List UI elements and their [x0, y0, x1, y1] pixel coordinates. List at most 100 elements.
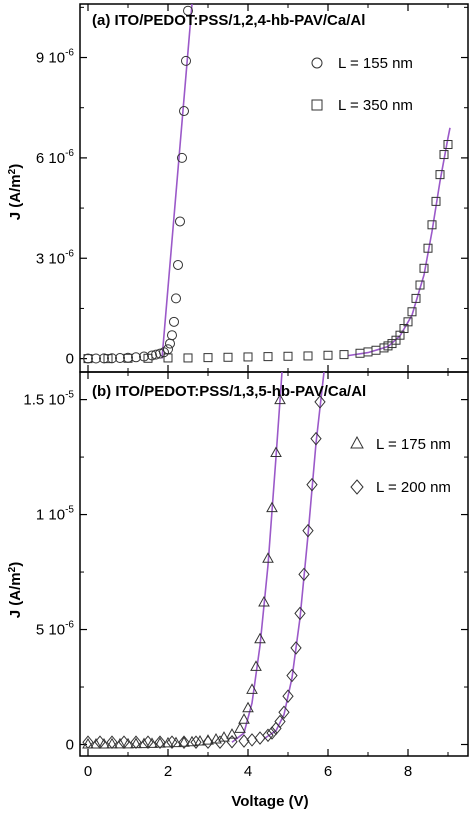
data-point-triangle [246, 683, 258, 694]
panel-b-data-points [82, 393, 326, 749]
data-point-square [303, 351, 313, 361]
data-point-diamond [154, 735, 166, 749]
x-axis-label: Voltage (V) [231, 793, 308, 810]
x-tick-label: 4 [244, 763, 252, 780]
panel-b-title: (b) ITO/PEDOT:PSS/1,3,5-hb-PAV/Ca/Al [92, 383, 366, 400]
data-point-circle [173, 259, 183, 270]
data-point-circle [181, 55, 191, 66]
x-tick-label: 0 [84, 763, 92, 780]
legend-marker-diamond [350, 479, 364, 495]
data-point-diamond [118, 735, 130, 749]
data-point-diamond [202, 735, 214, 749]
panel-b-legend: L = 175 nm L = 200 nm [350, 435, 451, 496]
fit-line [231, 372, 283, 743]
data-point-diamond [254, 731, 266, 745]
legend-label-350nm: L = 350 nm [338, 97, 413, 114]
data-point-triangle [154, 737, 166, 748]
data-point-diamond [106, 735, 118, 749]
legend-label-175nm: L = 175 nm [376, 436, 451, 453]
data-point-triangle [138, 737, 150, 749]
data-point-diamond [314, 395, 326, 409]
data-point-triangle [258, 595, 270, 607]
y-tick-label: 3 10-6 [36, 248, 75, 267]
data-point-square [415, 280, 425, 290]
data-point-square [431, 196, 441, 206]
data-point-diamond [274, 714, 286, 729]
data-point-square [407, 307, 417, 317]
data-point-diamond [298, 567, 310, 582]
x-tick-label: 2 [164, 763, 172, 780]
data-point-triangle [178, 736, 190, 747]
data-point-diamond [190, 735, 202, 749]
panel-b-fit-lines [231, 372, 325, 743]
data-point-square [435, 170, 445, 180]
panel-b-frame [79, 371, 469, 757]
data-point-triangle [262, 552, 274, 563]
data-point-triangle [266, 501, 278, 513]
data-point-square [83, 354, 93, 364]
data-point-diamond [226, 734, 238, 749]
data-point-diamond [178, 735, 190, 749]
fit-line [161, 4, 193, 359]
panel-a: 0 3 10-6 6 10-6 9 10-6 (a) ITO/PEDOT:PSS/1,… [7, 3, 469, 373]
legend-marker-triangle [350, 435, 364, 449]
panel-b-ticks: 0 5 10-6 1 10-5 1.5 10-5 0 2 4 6 8 [23, 372, 468, 780]
panel-a-fit-lines [161, 4, 451, 359]
panel-b: 0 5 10-6 1 10-5 1.5 10-5 0 2 4 6 8 (b) ITO/PEDOT… [7, 371, 469, 810]
data-point-diamond [94, 735, 106, 749]
data-point-diamond [142, 735, 154, 749]
data-point-diamond [266, 726, 278, 740]
data-point-circle [169, 316, 179, 327]
fit-line [347, 127, 451, 357]
data-point-square [411, 293, 421, 303]
y-tick-label: 6 10-6 [36, 148, 75, 167]
x-tick-label: 8 [404, 763, 412, 780]
x-tick-label: 6 [324, 763, 332, 780]
y-tick-label: 9 10-6 [36, 48, 75, 67]
data-point-square [443, 140, 453, 150]
legend-label-200nm: L = 200 nm [376, 479, 451, 496]
data-point-square [427, 220, 437, 230]
data-point-diamond [290, 641, 302, 655]
data-point-triangle [270, 446, 282, 457]
data-point-diamond [214, 735, 226, 749]
data-point-square [203, 353, 213, 363]
data-point-triangle [250, 660, 262, 671]
panel-a-data-points [83, 5, 453, 364]
legend-marker-circle [311, 57, 323, 69]
data-point-diamond [282, 689, 294, 703]
data-point-diamond [302, 523, 314, 538]
data-point-triangle [90, 738, 102, 749]
data-point-square [283, 351, 293, 361]
data-point-diamond [286, 668, 298, 683]
data-point-triangle [186, 735, 198, 747]
data-point-diamond [130, 735, 142, 749]
data-point-square [323, 350, 333, 360]
data-point-square [223, 352, 233, 362]
data-point-square [163, 353, 173, 363]
data-point-triangle [254, 632, 266, 644]
y-tick-label: 1 10-5 [36, 505, 75, 524]
data-point-square [243, 352, 253, 362]
data-point-triangle [122, 737, 134, 749]
data-point-triangle [98, 738, 110, 749]
data-point-circle [165, 338, 175, 349]
data-point-triangle [274, 393, 286, 405]
data-point-circle [183, 5, 193, 16]
panel-a-title: (a) ITO/PEDOT:PSS/1,2,4-hb-PAV/Ca/Al [92, 12, 365, 29]
data-point-diamond [310, 431, 322, 446]
y-tick-label: 1.5 10-5 [23, 390, 74, 409]
data-point-triangle [238, 713, 250, 724]
legend-label-155nm: L = 155 nm [338, 55, 413, 72]
data-point-triangle [146, 737, 158, 748]
data-point-circle [167, 330, 177, 341]
data-point-triangle [114, 737, 126, 749]
data-point-diamond [294, 606, 306, 621]
panel-b-ylabel: J (A/m2) [7, 562, 25, 618]
panel-a-legend: L = 155 nm L = 350 nm [311, 55, 413, 114]
data-point-diamond [306, 477, 318, 492]
data-point-triangle [226, 728, 238, 739]
panel-a-ylabel: J (A/m2) [7, 164, 25, 220]
data-point-square [403, 317, 413, 327]
